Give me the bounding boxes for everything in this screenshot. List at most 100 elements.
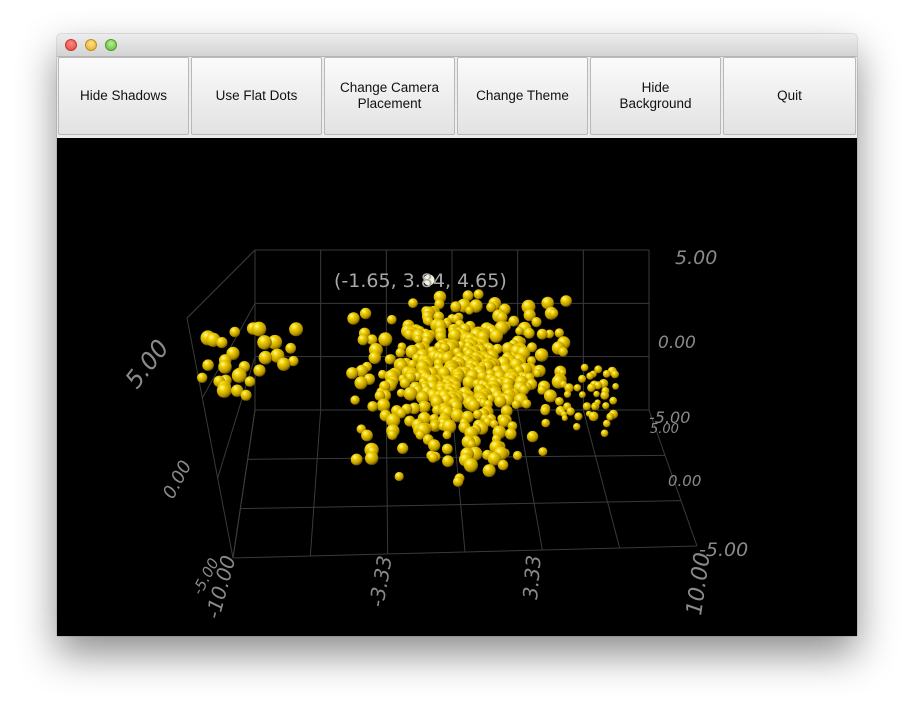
scatter-point[interactable] [527,342,537,353]
scatter-point[interactable] [566,407,575,416]
scatter-point[interactable] [582,402,592,411]
scatter-point[interactable] [600,391,610,400]
scatter-point[interactable] [511,400,521,410]
scatter-point[interactable] [573,384,582,392]
scatter-point[interactable] [346,367,359,380]
scatter-point[interactable] [253,364,266,377]
scatter-point[interactable] [602,402,610,410]
scatter-point[interactable] [555,397,564,406]
scatter-point[interactable] [244,376,256,387]
scatter-point[interactable] [355,364,368,377]
scatter-point[interactable] [442,430,452,440]
scatter-point[interactable] [500,405,513,417]
scatter-point[interactable] [350,453,363,466]
scatter-point[interactable] [505,428,517,440]
scatter-point[interactable] [441,443,453,455]
scatter-point[interactable] [540,405,550,416]
hide-background-button[interactable]: Hide Background [590,57,721,135]
scatter-point[interactable] [258,350,273,365]
scatter-point[interactable] [593,390,600,398]
scatter-point[interactable] [418,400,431,413]
scatter-point[interactable] [465,306,474,315]
scatter-point[interactable] [508,315,520,327]
quit-button[interactable]: Quit [723,57,856,135]
scatter-point[interactable] [561,415,568,422]
scatter-point[interactable] [543,389,557,403]
scatter-point[interactable] [403,386,418,401]
change-camera-placement-button[interactable]: Change Camera Placement [324,57,455,135]
scatter-point[interactable] [494,395,507,408]
scatter-point[interactable] [537,385,547,395]
scatter-point[interactable] [202,359,214,371]
scatter-point[interactable] [523,309,536,322]
scatter-point[interactable] [428,453,438,463]
scatter-point[interactable] [512,450,523,461]
scatter-point[interactable] [578,374,587,383]
scatter-point[interactable] [216,383,232,398]
scatter-point[interactable] [496,311,508,324]
scatter-point[interactable] [416,391,430,405]
scatter-point[interactable] [536,328,548,340]
scatter-point[interactable] [408,298,418,309]
scatter-point[interactable] [447,328,462,343]
scatter-point[interactable] [229,326,241,338]
scatter-point[interactable] [602,419,611,428]
scatter-point[interactable] [442,419,457,434]
scatter-point[interactable] [374,390,386,402]
scatter-point[interactable] [347,312,360,325]
scatter-point[interactable] [386,413,401,428]
scatter-point[interactable] [365,451,379,465]
scatter-point[interactable] [486,302,497,313]
scatter-point[interactable] [564,383,574,393]
scatter-point[interactable] [489,329,503,343]
scatter-point[interactable] [545,329,555,339]
scatter-point[interactable] [593,381,603,390]
scatter-point[interactable] [354,376,368,390]
scatter-dots[interactable] [197,289,619,487]
scatter-point[interactable] [197,372,208,383]
scatter-point[interactable] [376,398,391,412]
close-window-button[interactable] [65,39,77,51]
scatter-point[interactable] [541,296,554,310]
scatter-point[interactable] [518,384,530,396]
scatter-point[interactable] [497,459,509,471]
scatter-point[interactable] [515,326,524,336]
scatter-point[interactable] [463,458,478,473]
scatter-point[interactable] [368,351,382,365]
scatter-point[interactable] [216,337,228,349]
scatter-point[interactable] [357,334,369,346]
scatter-point[interactable] [257,335,272,350]
scatter-point[interactable] [350,395,360,405]
scatter-point[interactable] [396,388,406,398]
scatter-point[interactable] [602,370,611,378]
scatter-point[interactable] [574,412,583,421]
scatter-point[interactable] [430,421,440,431]
scatter-point[interactable] [612,383,619,390]
scatter-point[interactable] [609,396,618,405]
scatter-point[interactable] [498,415,510,428]
scatter-point[interactable] [472,409,483,420]
minimize-window-button[interactable] [85,39,97,51]
scatter-point[interactable] [526,430,539,443]
scatter-point[interactable] [428,439,441,452]
scatter-point[interactable] [413,334,423,344]
scatter-point[interactable] [549,309,559,319]
scatter-point[interactable] [231,368,247,383]
scatter-point[interactable] [462,290,474,302]
scatter-point[interactable] [267,334,283,350]
scatter-point[interactable] [600,429,609,438]
selected-point[interactable] [423,274,435,286]
scatter-point[interactable] [387,314,397,325]
scatter-point[interactable] [240,389,252,401]
scatter-point[interactable] [473,289,484,300]
zoom-window-button[interactable] [105,39,117,51]
scatter-point[interactable] [586,372,594,380]
scatter-point[interactable] [415,430,425,440]
scatter-point[interactable] [521,399,532,409]
scatter-3d-graph[interactable]: (-1.65, 3.84, 4.65) 5.00 0.00 -5.00 5.00… [57,138,857,636]
scatter-point[interactable] [531,317,542,328]
scatter-point[interactable] [580,363,589,372]
scatter-point[interactable] [533,369,542,378]
scatter-point[interactable] [452,476,464,487]
scatter-point[interactable] [558,347,568,357]
